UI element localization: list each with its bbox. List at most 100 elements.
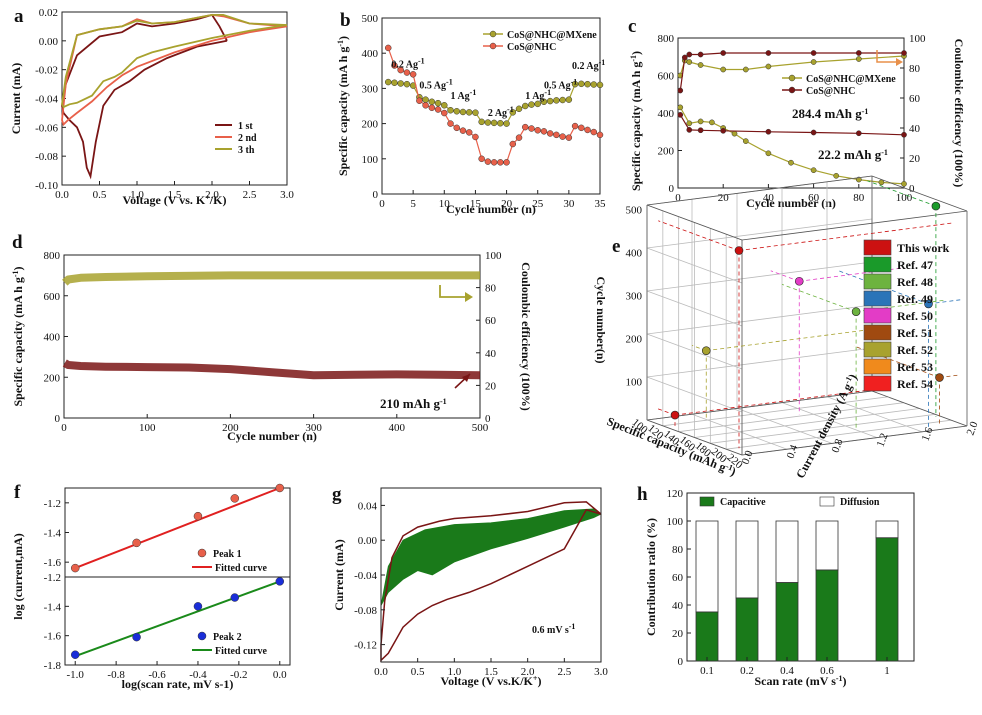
legend-swatch: [863, 375, 892, 392]
y-tick-label: -1.8: [44, 660, 62, 672]
rate-annotation: 0.2 Ag-1: [572, 58, 605, 73]
y-tick-label: 200: [44, 372, 61, 384]
cycle-point: [697, 118, 704, 125]
x-axis-label: Cycle number (n): [227, 429, 317, 443]
legend-label: CoS@NHC: [507, 42, 556, 53]
axis-arrowhead: [465, 292, 473, 302]
legend-label: Ref. 47: [897, 258, 933, 272]
cycle-point: [901, 181, 907, 187]
x-tick-label: 1.0: [447, 666, 461, 678]
drop-line: [658, 220, 740, 251]
y-tick-label: 80: [909, 63, 921, 75]
cv-outline: [380, 501, 602, 663]
x-tick-label: -0.4: [189, 669, 207, 681]
y-tick-label: 40: [672, 600, 684, 612]
rate-point: [434, 99, 442, 107]
peak-point: [193, 511, 203, 521]
y-tick-label: -0.08: [354, 605, 377, 617]
y2-axis-label: Coulombic efficiency (100%): [952, 39, 966, 188]
x-tick-label: 3.0: [594, 666, 608, 678]
fitted-line: [74, 487, 281, 570]
comparison-point: [670, 410, 680, 420]
x-tick-label: -0.6: [148, 669, 166, 681]
cv-curve-1st: [61, 13, 228, 180]
legend-label: Peak 2: [213, 632, 242, 643]
axis-arrowhead: [896, 58, 903, 66]
rate-point: [447, 106, 454, 114]
x-tick-label: 100: [139, 422, 156, 434]
rate-point: [509, 140, 517, 148]
capacitive-bar: [695, 611, 719, 662]
x-tick-label: 15: [470, 198, 482, 210]
rate-point: [403, 69, 411, 76]
y-tick-label: 400: [44, 332, 61, 344]
y-tick-label: 0: [909, 183, 915, 195]
x-tick-label: 300: [305, 422, 322, 434]
panel-a: a 0.0 0.5 1.0 1.5 2.0 2.5 3.0 0.02 0.00 -0.02 -0.04…: [9, 6, 294, 207]
cycle-point: [855, 50, 862, 56]
capacitive-bar: [735, 597, 759, 662]
cycle-point: [697, 62, 704, 68]
rate-point: [546, 130, 554, 137]
legend-swatch: [819, 496, 835, 507]
grid-line: [646, 204, 743, 241]
peak-point: [275, 577, 285, 586]
cycle-point: [765, 63, 772, 70]
x-tick-label: 1.5: [168, 189, 182, 201]
axis-arrow: [876, 50, 896, 63]
rate-point: [453, 124, 460, 132]
grid-line: [710, 413, 936, 444]
fitted-line: [74, 580, 281, 658]
y-tick-label: 500: [362, 13, 379, 25]
y-tick-label: -1.4: [44, 601, 62, 613]
depth-tick-label: 2.0: [965, 420, 981, 437]
legend-label: Diffusion: [840, 497, 880, 508]
panel-f: f -1.2 -1.4 -1.6 -1.2 -1.4 -1.6 -1.8 -1.0 -0.8 -0.…: [11, 482, 291, 691]
x-tick-label: 2.5: [243, 189, 257, 201]
cycle-point: [731, 130, 738, 137]
rate-point: [484, 158, 492, 165]
x-tick-label: 2.0: [521, 666, 535, 678]
grid-line: [646, 261, 873, 292]
x-tick-label: 2.0: [205, 189, 219, 201]
legend-swatch: [863, 324, 892, 341]
diffusion-bar: [695, 520, 719, 613]
rate-point: [497, 159, 504, 166]
panel-letter: d: [12, 232, 23, 253]
cycle-point: [855, 130, 862, 137]
long-cycle-band: [62, 271, 480, 286]
x-tick-label: 0.4: [780, 665, 794, 677]
y-axis-label: Specific capacity (mA h g-1): [629, 51, 644, 191]
cycle-point: [686, 59, 693, 65]
legend-marker: [489, 42, 497, 50]
rate-point: [590, 81, 598, 88]
legend-swatch: [863, 290, 892, 307]
x-tick-label: 1.5: [484, 666, 498, 678]
cycle-point: [720, 127, 727, 134]
rate-point: [509, 109, 517, 116]
rate-point: [584, 126, 591, 134]
rate-point: [503, 159, 510, 166]
rate-point: [384, 78, 392, 86]
x-tick-label: -0.8: [107, 669, 125, 681]
capacitive-bar: [775, 582, 799, 662]
y-tick-label: 600: [44, 291, 61, 303]
comparison-point: [924, 299, 933, 309]
cycle-point: [810, 59, 817, 65]
panel-c: c0 20 40 60 80 1000200400600800020406080100Cy…: [628, 16, 966, 210]
legend-label: Ref. 48: [897, 275, 933, 289]
grid-line: [741, 210, 968, 241]
y-tick-label: -0.10: [35, 180, 58, 192]
x-tick-label: -0.2: [230, 669, 247, 681]
panel-e: e1002003004005001001201401601802002200.0…: [594, 175, 981, 481]
cycle-point: [901, 50, 907, 56]
legend-label: Ref. 54: [897, 377, 933, 391]
legend-label: Fitted curve: [215, 646, 267, 657]
legend-swatch: [863, 273, 892, 290]
legend-swatch: [863, 341, 892, 358]
y-tick-label: 800: [44, 250, 61, 262]
drop-line: [674, 386, 892, 416]
rate-point: [472, 109, 479, 116]
cycle-point: [720, 50, 727, 56]
